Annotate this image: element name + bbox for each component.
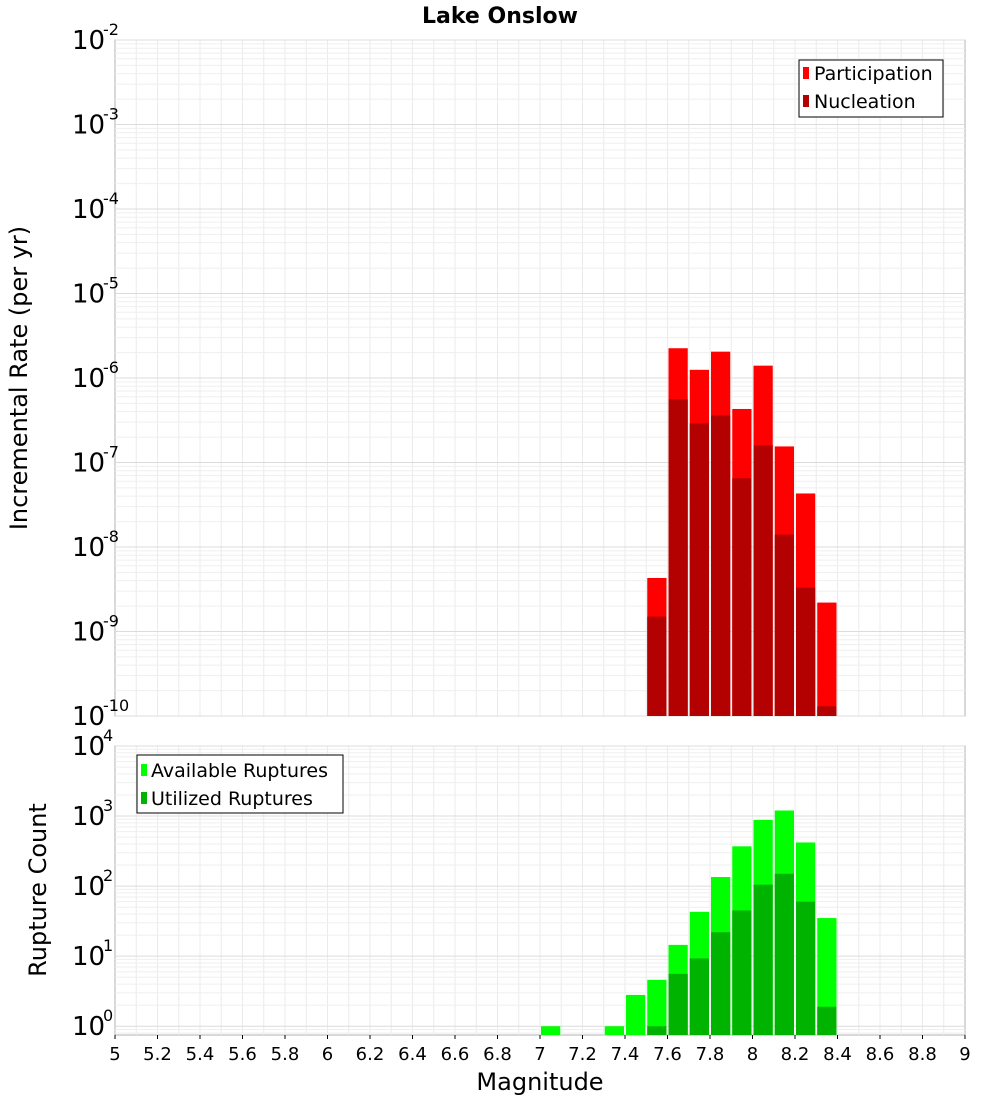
available-ruptures-bar: [817, 918, 837, 1035]
x-tick-label: 6.2: [356, 1044, 385, 1065]
nucleation-legend-swatch: [803, 95, 809, 107]
top-legend: Participation Nucleation: [798, 59, 944, 118]
x-tick-label: 5.6: [228, 1044, 257, 1065]
utilized-ruptures-bar: [668, 973, 688, 1035]
top-y-tick-label: 10: [72, 280, 105, 310]
x-tick-label: 8: [747, 1044, 758, 1065]
nucleation-bar: [732, 478, 752, 716]
utilized-ruptures-bar: [647, 1026, 667, 1035]
bottom-y-axis-label: Rupture Count: [24, 803, 52, 977]
available-ruptures-bar: [647, 979, 667, 1035]
top-y-axis-label: Incremental Rate (per yr): [5, 226, 33, 530]
x-tick-label: 8.8: [908, 1044, 937, 1065]
x-tick-label: 6.4: [398, 1044, 427, 1065]
bottom-y-tick-exponent: 4: [103, 726, 113, 745]
available-ruptures-bar: [604, 1026, 624, 1035]
x-tick-label: 5.4: [186, 1044, 215, 1065]
top-grid: [115, 39, 965, 717]
x-axis-label: Magnitude: [476, 1068, 603, 1096]
top-y-tick-exponent: -4: [103, 189, 119, 208]
available-ruptures-bar: [541, 1026, 561, 1035]
bottom-y-tick-exponent: 0: [103, 1006, 113, 1025]
x-tick-label: 8.4: [823, 1044, 852, 1065]
x-tick-label: 5.8: [271, 1044, 300, 1065]
available-legend-label: Available Ruptures: [151, 760, 328, 782]
top-y-tick-label: 10: [72, 111, 105, 141]
nucleation-bar: [817, 706, 837, 716]
top-y-tick-label: 10: [72, 364, 105, 394]
x-tick-label: 7.8: [696, 1044, 725, 1065]
top-y-tick-exponent: -9: [103, 612, 119, 631]
utilized-legend-label: Utilized Ruptures: [151, 788, 313, 810]
bottom-y-tick-exponent: 1: [103, 936, 113, 955]
nucleation-bar: [774, 534, 794, 716]
chart-title: Lake Onslow: [422, 4, 578, 29]
top-y-tick-exponent: -8: [103, 527, 119, 546]
top-y-tick-label: 10: [72, 195, 105, 225]
participation-legend-swatch: [803, 67, 809, 79]
bottom-y-tick-label: 10: [72, 872, 105, 902]
nucleation-bar: [668, 399, 688, 716]
utilized-legend-swatch: [141, 792, 147, 804]
top-panel: 10-210-310-410-510-610-710-810-910-10 In…: [5, 20, 966, 732]
available-ruptures-bar: [626, 994, 646, 1035]
utilized-ruptures-bar: [732, 910, 752, 1035]
top-legend-box: [798, 59, 944, 118]
x-tick-label: 8.2: [781, 1044, 810, 1065]
nucleation-bar: [647, 616, 667, 716]
utilized-ruptures-bar: [774, 873, 794, 1035]
utilized-ruptures-bar: [711, 932, 731, 1035]
utilized-ruptures-bar: [796, 901, 816, 1035]
nucleation-bar: [753, 445, 773, 716]
top-y-tick-label: 10: [72, 702, 105, 732]
x-tick-label: 9: [959, 1044, 970, 1065]
nucleation-bar: [796, 587, 816, 716]
x-ticks: 5 5.2 5.4 5.6 5.8 6 6.2 6.4 6.6 6.8 7 7.2 7.4 7.6 7.8 8…: [109, 1035, 971, 1065]
participation-legend-label: Participation: [814, 63, 933, 85]
bottom-legend: Available Ruptures Utilized Ruptures: [136, 754, 344, 814]
bottom-y-tick-label: 10: [72, 942, 105, 972]
available-legend-swatch: [141, 764, 147, 776]
bottom-y-tick-label: 10: [72, 732, 105, 762]
top-y-tick-exponent: -2: [103, 20, 119, 39]
participation-bar: [817, 602, 837, 716]
top-y-tick-exponent: -10: [103, 696, 129, 715]
bottom-legend-box: [136, 754, 344, 814]
utilized-ruptures-bar: [753, 884, 773, 1035]
bottom-bars: [541, 810, 837, 1035]
x-tick-label: 5.2: [143, 1044, 172, 1065]
top-y-tick-label: 10: [72, 449, 105, 479]
x-tick-label: 6.8: [483, 1044, 512, 1065]
bottom-y-tick-label: 10: [72, 1012, 105, 1042]
top-y-tick-label: 10: [72, 618, 105, 648]
top-y-tick-exponent: -7: [103, 443, 119, 462]
x-tick-label: 6: [322, 1044, 333, 1065]
utilized-ruptures-bar: [689, 958, 709, 1035]
top-y-ticks: 10-210-310-410-510-610-710-810-910-10: [72, 20, 129, 732]
utilized-ruptures-bar: [817, 1006, 837, 1035]
x-tick-label: 7.2: [568, 1044, 597, 1065]
top-y-tick-label: 10: [72, 533, 105, 563]
top-y-tick-exponent: -3: [103, 105, 119, 124]
bottom-grid: [115, 745, 965, 1035]
top-y-tick-exponent: -5: [103, 274, 119, 293]
bottom-y-tick-exponent: 2: [103, 866, 113, 885]
bottom-y-tick-label: 10: [72, 802, 105, 832]
bottom-y-tick-exponent: 3: [103, 796, 113, 815]
x-tick-label: 7.4: [611, 1044, 640, 1065]
top-y-tick-exponent: -6: [103, 358, 119, 377]
x-tick-label: 8.6: [866, 1044, 895, 1065]
x-tick-label: 5: [109, 1044, 120, 1065]
x-tick-label: 6.6: [441, 1044, 470, 1065]
nucleation-bar: [711, 415, 731, 716]
top-bars: [647, 348, 837, 716]
nucleation-legend-label: Nucleation: [814, 91, 916, 113]
x-tick-label: 7.6: [653, 1044, 682, 1065]
nucleation-bar: [689, 423, 709, 716]
top-y-tick-label: 10: [72, 26, 105, 56]
x-tick-label: 7: [534, 1044, 545, 1065]
